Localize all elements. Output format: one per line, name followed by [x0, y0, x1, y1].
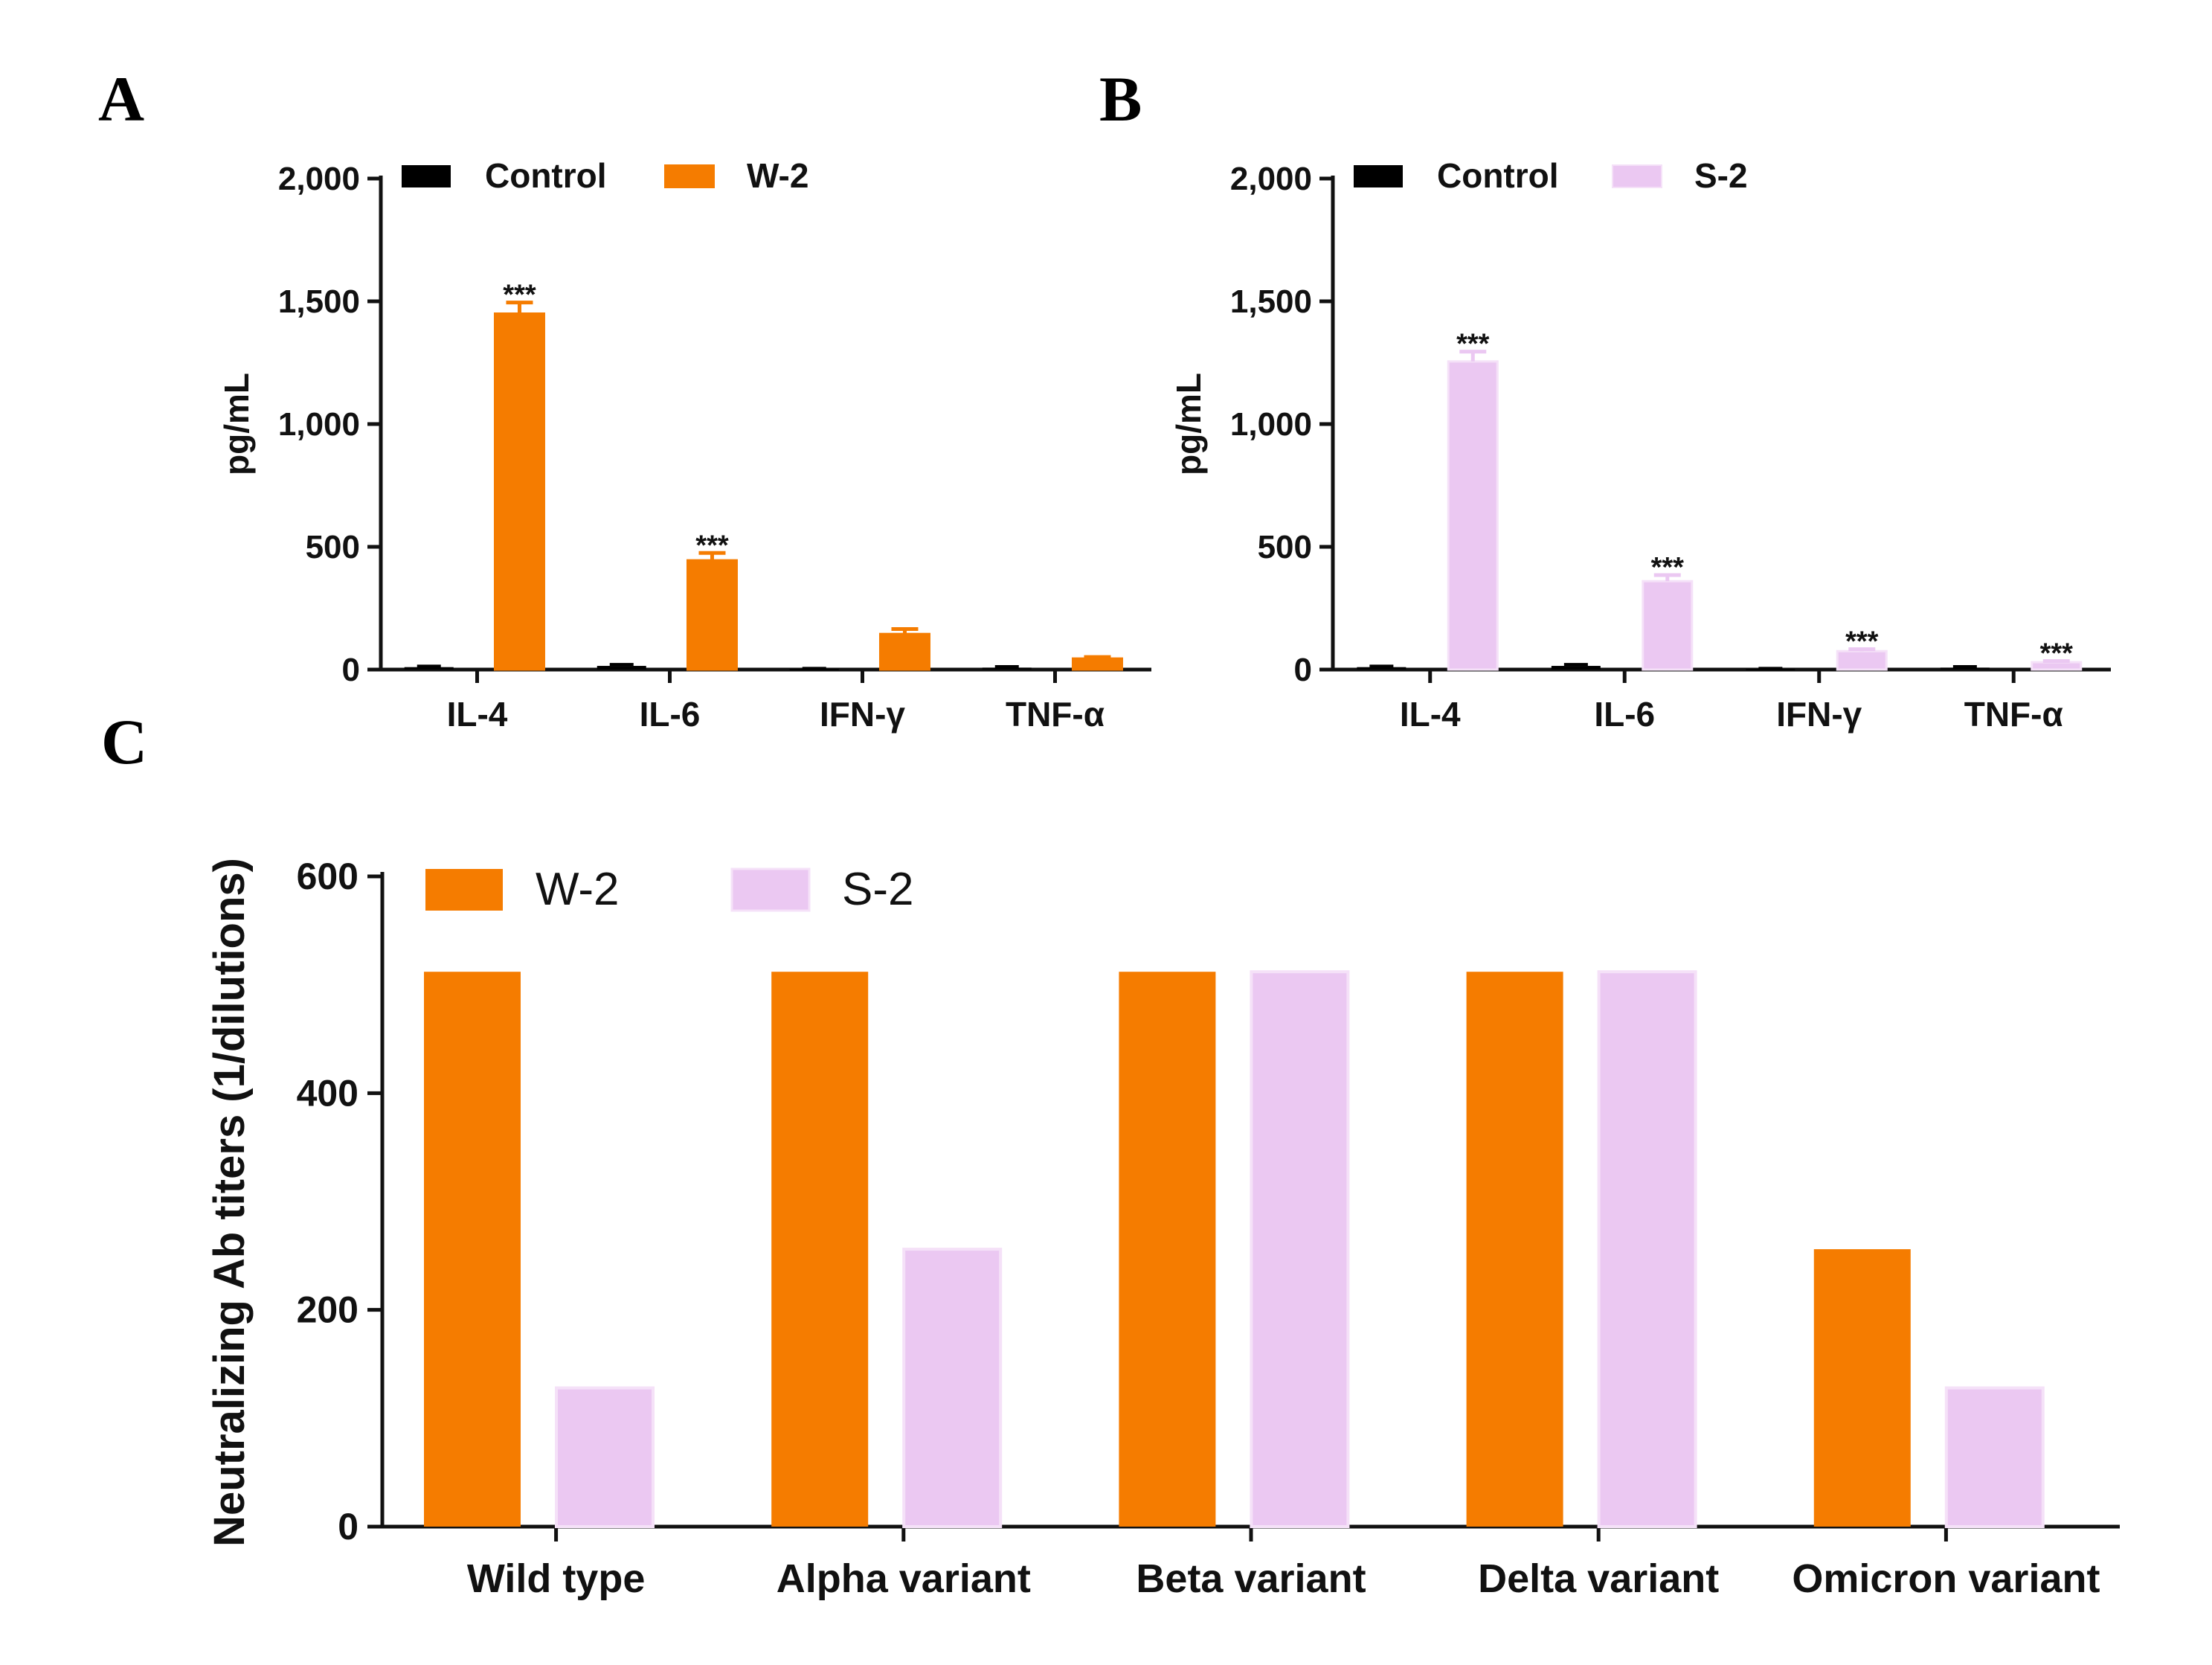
legend-w2-swatch	[664, 164, 715, 188]
chart-a: 0 500 1,000 1,500 2,000 pg/mL IL-4 *** IL-6 *** IF…	[217, 156, 1151, 734]
legend-control-label: Control	[485, 156, 607, 195]
control-bar	[1357, 667, 1406, 670]
x-tick-label: Wild type	[467, 1556, 646, 1601]
legend-control-swatch	[402, 165, 451, 187]
significance-marker: ***	[503, 280, 536, 311]
x-tick-label: Beta variant	[1136, 1556, 1366, 1601]
legend-w2-label: W-2	[747, 156, 808, 195]
legend-w2-swatch	[425, 869, 503, 911]
legend-w2-label: W-2	[536, 864, 620, 915]
y-axis-title: Neutralizing Ab titers (1/dilutions)	[205, 858, 254, 1547]
x-tick-label: IFN-γ	[1776, 695, 1862, 734]
control-bar	[404, 667, 454, 670]
y-tick-label: 600	[297, 856, 359, 897]
w2-bar	[878, 632, 930, 671]
x-tick-label: IL-4	[447, 695, 508, 734]
x-tick-label: IL-6	[1594, 695, 1655, 734]
x-tick-label: TNF-α	[1964, 695, 2063, 734]
s2-bar	[1250, 970, 1350, 1528]
w2-bar	[1119, 972, 1216, 1527]
significance-marker: ***	[1651, 552, 1685, 583]
y-tick-label: 1,000	[278, 406, 360, 443]
y-tick-label: 1,500	[1230, 283, 1312, 320]
y-tick-label: 500	[306, 529, 360, 565]
s2-bar	[1447, 360, 1499, 671]
control-bar	[1940, 667, 1990, 670]
w2-bar	[686, 559, 738, 671]
y-tick-label: 400	[297, 1072, 359, 1114]
s2-bar	[1597, 970, 1697, 1528]
y-tick-label: 1,000	[1230, 406, 1312, 443]
y-axis-title: pg/mL	[217, 373, 256, 475]
y-tick-label: 0	[342, 652, 360, 688]
significance-marker: ***	[2040, 638, 2074, 669]
w2-bar	[424, 972, 521, 1527]
y-tick-label: 0	[338, 1506, 359, 1547]
y-axis-title: pg/mL	[1169, 373, 1208, 475]
x-tick-label: IL-4	[1400, 695, 1461, 734]
chart-b: 0 500 1,000 1,500 2,000 pg/mL IL-4 *** IL-6 *** IF…	[1169, 156, 2111, 734]
s2-bar	[555, 1386, 655, 1528]
y-tick-label: 2,000	[278, 161, 360, 197]
legend-control-swatch	[1354, 165, 1403, 187]
y-tick-label: 0	[1294, 652, 1312, 688]
w2-bar	[1071, 657, 1123, 671]
x-tick-label: Omicron variant	[1792, 1556, 2100, 1601]
control-bar	[1551, 666, 1601, 670]
x-tick-label: IL-6	[640, 695, 701, 734]
panel-b-letter: B	[1099, 63, 1142, 135]
s2-bar	[1944, 1386, 2045, 1528]
legend-s2-label: S-2	[1694, 156, 1748, 195]
x-tick-label: TNF-α	[1006, 695, 1105, 734]
panel-c-letter: C	[101, 706, 147, 777]
s2-bar	[1836, 649, 1888, 671]
w2-bar	[1466, 972, 1563, 1527]
legend-control-label: Control	[1437, 156, 1559, 195]
s2-bar	[902, 1248, 1003, 1529]
x-tick-label: Delta variant	[1478, 1556, 1719, 1601]
y-tick-label: 1,500	[278, 283, 360, 320]
significance-marker: ***	[1845, 626, 1879, 658]
chart-c: 0 200 400 600 Neutralizing Ab titers (1/dilu…	[205, 856, 2120, 1601]
y-tick-label: 500	[1258, 529, 1312, 565]
w2-bar	[1813, 1249, 1911, 1527]
legend-s2-label: S-2	[842, 864, 913, 915]
legend-s2-swatch	[1612, 164, 1662, 188]
w2-bar	[493, 312, 545, 671]
x-tick-label: IFN-γ	[820, 695, 905, 734]
legend-s2-swatch	[730, 867, 811, 912]
s2-bar	[1642, 580, 1694, 671]
significance-marker: ***	[695, 530, 729, 561]
control-bar	[982, 667, 1032, 670]
x-tick-label: Alpha variant	[777, 1556, 1031, 1601]
w2-bar	[771, 972, 869, 1527]
y-tick-label: 2,000	[1230, 161, 1312, 197]
y-tick-label: 200	[297, 1289, 359, 1331]
significance-marker: ***	[1456, 329, 1490, 360]
panel-a-letter: A	[98, 63, 144, 135]
control-bar	[597, 666, 646, 670]
